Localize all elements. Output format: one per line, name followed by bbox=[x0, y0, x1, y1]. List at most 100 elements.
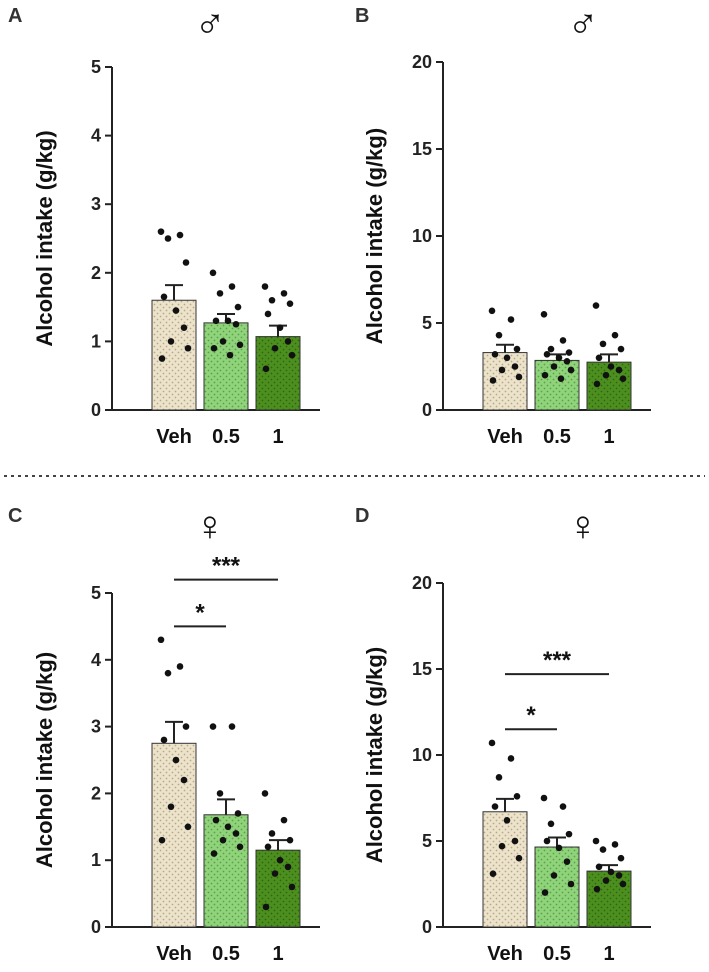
data-point bbox=[268, 296, 276, 304]
data-point bbox=[167, 338, 175, 345]
x-category-label: Veh bbox=[487, 426, 523, 448]
data-point bbox=[284, 863, 292, 871]
data-point bbox=[498, 366, 506, 374]
data-point bbox=[541, 889, 549, 896]
data-point bbox=[236, 341, 244, 349]
data-point bbox=[209, 269, 217, 277]
data-point bbox=[543, 351, 551, 358]
data-point bbox=[226, 351, 234, 359]
data-point bbox=[507, 755, 515, 762]
data-point bbox=[224, 317, 232, 325]
data-point bbox=[488, 307, 496, 315]
data-point bbox=[288, 883, 296, 891]
data-point bbox=[595, 354, 603, 362]
x-category-label: 0.5 bbox=[212, 426, 240, 448]
data-point bbox=[515, 854, 523, 862]
bar-dose-0-5 bbox=[203, 322, 249, 411]
data-point bbox=[209, 723, 217, 730]
data-point bbox=[593, 885, 601, 893]
data-point bbox=[182, 723, 190, 730]
bar-dose-1 bbox=[586, 361, 632, 411]
chart-panel-a: A ♂ 0 1 2 3 4 5 Alcohol intake (g/kg) Veh 0.5 1 bbox=[8, 0, 320, 448]
data-point bbox=[216, 790, 224, 797]
data-point bbox=[540, 794, 548, 802]
data-point bbox=[491, 803, 499, 810]
data-point bbox=[182, 259, 190, 266]
x-category-label: 1 bbox=[272, 943, 283, 965]
y-tick-label: 5 bbox=[91, 583, 101, 603]
data-point bbox=[234, 810, 242, 817]
data-point bbox=[513, 345, 521, 353]
data-point bbox=[288, 351, 296, 359]
data-point bbox=[276, 856, 284, 864]
data-point bbox=[264, 310, 272, 318]
data-point bbox=[495, 774, 503, 781]
data-point bbox=[617, 345, 625, 353]
data-point bbox=[498, 842, 506, 850]
significance-label: * bbox=[195, 599, 205, 626]
data-point bbox=[184, 344, 192, 352]
data-point bbox=[276, 324, 284, 331]
data-point bbox=[565, 830, 573, 838]
data-point bbox=[550, 363, 558, 370]
data-point bbox=[602, 877, 610, 884]
y-tick-label: 1 bbox=[91, 850, 101, 870]
data-point bbox=[617, 854, 625, 862]
panel-letter: D bbox=[355, 505, 369, 527]
data-point bbox=[559, 803, 567, 810]
panel-letter: A bbox=[8, 5, 22, 27]
x-category-label: 0.5 bbox=[212, 943, 240, 965]
y-tick-label: 15 bbox=[412, 659, 432, 679]
data-point bbox=[488, 739, 496, 747]
x-category-label: 1 bbox=[603, 426, 614, 448]
significance-label: *** bbox=[212, 553, 241, 580]
data-point bbox=[513, 792, 521, 800]
data-point bbox=[262, 365, 270, 373]
y-tick-label: 4 bbox=[91, 650, 101, 670]
data-point bbox=[543, 837, 551, 845]
data-point bbox=[547, 820, 555, 828]
bar-dose-0-5 bbox=[203, 814, 249, 928]
data-point bbox=[495, 331, 503, 339]
bar-veh bbox=[151, 742, 197, 928]
panel-letter: C bbox=[8, 505, 22, 527]
data-point bbox=[550, 872, 558, 879]
data-point bbox=[261, 790, 269, 797]
data-point bbox=[541, 371, 549, 379]
x-category-label: Veh bbox=[487, 943, 523, 965]
data-point bbox=[511, 363, 519, 370]
data-point bbox=[599, 846, 607, 853]
data-point bbox=[232, 830, 240, 837]
y-tick-label: 5 bbox=[422, 313, 432, 333]
data-point bbox=[559, 337, 567, 344]
y-tick-label: 2 bbox=[91, 263, 101, 283]
data-point bbox=[619, 880, 627, 888]
data-point bbox=[507, 316, 515, 323]
data-point bbox=[219, 338, 227, 345]
data-point bbox=[167, 803, 175, 811]
data-point bbox=[547, 345, 555, 353]
y-tick-label: 0 bbox=[422, 917, 432, 937]
data-point bbox=[592, 837, 600, 845]
data-point bbox=[264, 843, 272, 851]
data-point bbox=[503, 817, 511, 824]
data-point bbox=[489, 870, 497, 877]
data-point bbox=[164, 669, 172, 677]
y-tick-label: 10 bbox=[412, 745, 432, 765]
data-point bbox=[563, 357, 571, 365]
data-point bbox=[286, 836, 294, 844]
data-point bbox=[619, 375, 627, 382]
data-point bbox=[234, 303, 242, 311]
significance-label: *** bbox=[543, 647, 572, 674]
data-point bbox=[599, 340, 607, 348]
data-point bbox=[158, 836, 166, 844]
data-point bbox=[593, 380, 601, 388]
data-point bbox=[611, 841, 619, 848]
y-tick-label: 0 bbox=[91, 917, 101, 937]
y-tick-label: 0 bbox=[422, 400, 432, 420]
data-point bbox=[503, 354, 511, 362]
female-symbol-icon: ♀ bbox=[194, 502, 226, 549]
data-point bbox=[216, 290, 224, 297]
